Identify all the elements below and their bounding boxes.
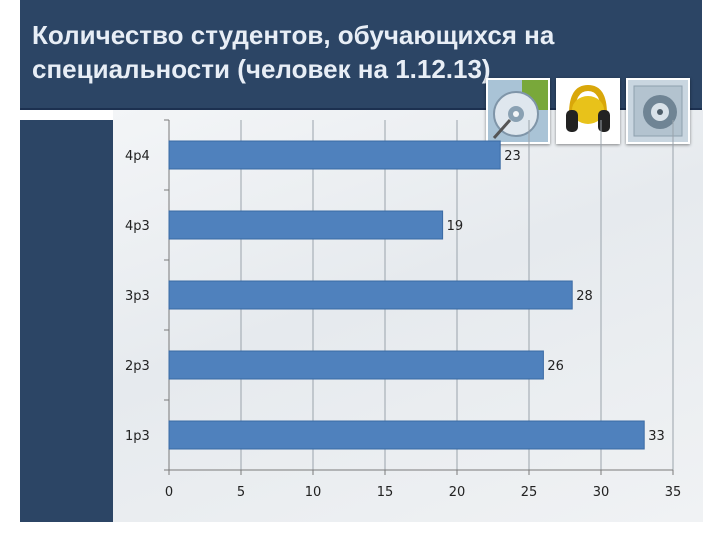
bar-1р3 [168, 420, 645, 450]
x-tick-label-0: 0 [165, 485, 173, 500]
side-accent-bar [20, 120, 113, 522]
x-tick-label-2: 10 [305, 485, 322, 500]
data-label-2р3: 26 [547, 359, 564, 374]
x-tick-label-5: 25 [521, 485, 538, 500]
chart-background [113, 110, 703, 522]
slide-title: Количество студентов, обучающихся на спе… [32, 18, 672, 86]
slide-title-line-2: специальности (человек на 1.12.13) [32, 54, 491, 84]
data-label-4р4: 23 [504, 149, 521, 164]
bar-3р3 [168, 280, 573, 310]
bar-4р3 [168, 210, 444, 240]
speaker-icon [626, 78, 690, 144]
category-label-3р3: 3р3 [125, 289, 150, 304]
x-tick-label-1: 5 [237, 485, 245, 500]
category-label-4р3: 4р3 [125, 219, 150, 234]
category-label-2р3: 2р3 [125, 359, 150, 374]
slide-title-line-1: Количество студентов, обучающихся на [32, 20, 555, 50]
bar-2р3 [168, 350, 544, 380]
data-label-3р3: 28 [576, 289, 593, 304]
bar-4р4 [168, 140, 501, 170]
category-label-4р4: 4р4 [125, 149, 150, 164]
x-tick-label-3: 15 [377, 485, 394, 500]
data-label-1р3: 33 [648, 429, 665, 444]
x-tick-label-6: 30 [593, 485, 610, 500]
headphones-icon [556, 78, 620, 144]
x-tick-label-7: 35 [665, 485, 682, 500]
category-label-1р3: 1р3 [125, 429, 150, 444]
cd-disc-icon [486, 78, 550, 144]
x-tick-label-4: 20 [449, 485, 466, 500]
data-label-4р3: 19 [447, 219, 464, 234]
title-bar: Количество студентов, обучающихся на спе… [20, 0, 702, 110]
